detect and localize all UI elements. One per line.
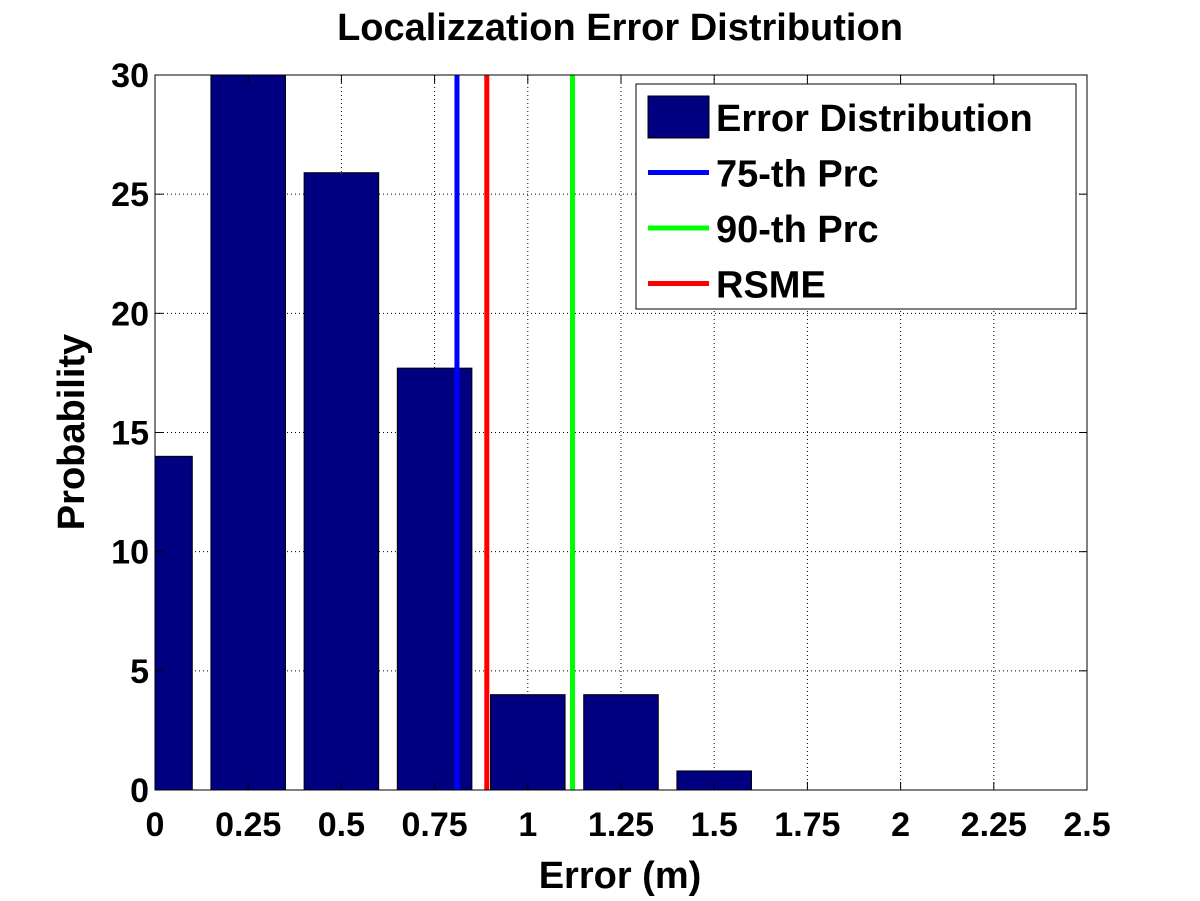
y-tick-label: 25 xyxy=(111,176,149,214)
legend-swatch xyxy=(647,95,710,139)
x-tick-label: 1 xyxy=(518,806,537,844)
legend-label: Error Distribution xyxy=(716,98,1033,140)
y-tick-label: 30 xyxy=(111,57,149,95)
bar xyxy=(303,172,380,791)
x-tick-label: 1.5 xyxy=(691,806,738,844)
bar xyxy=(490,694,566,791)
bar xyxy=(154,455,193,791)
chart-title: Localizzation Error Distribution xyxy=(337,7,903,49)
legend-label: RSME xyxy=(716,265,826,307)
x-tick-label: 2 xyxy=(891,806,910,844)
x-tick-label: 1.25 xyxy=(588,806,654,844)
x-tick-label: 2.25 xyxy=(961,806,1027,844)
x-axis-ticks: 0 0.25 0.5 0.75 1 1.25 1.5 1.75 2 2.25 2.5 xyxy=(146,75,1111,844)
y-tick-label: 15 xyxy=(111,415,149,453)
y-tick-label: 20 xyxy=(111,295,149,333)
x-tick-label: 0.25 xyxy=(215,806,281,844)
x-axis-label: Error (m) xyxy=(539,855,702,897)
legend-label: 75-th Prc xyxy=(716,154,879,196)
y-axis-ticks: 0 5 10 15 20 25 30 xyxy=(111,57,1087,810)
x-tick-label: 0.75 xyxy=(402,806,468,844)
x-tick-label: 2.5 xyxy=(1063,806,1110,844)
y-axis-label: Probability xyxy=(51,334,93,530)
bar xyxy=(583,694,659,791)
bar xyxy=(210,74,286,791)
reference-lines xyxy=(454,75,576,790)
bars xyxy=(154,74,752,791)
bar xyxy=(396,367,473,791)
x-tick-label: 1.75 xyxy=(774,806,840,844)
y-tick-label: 0 xyxy=(130,772,149,810)
x-tick-label: 0.5 xyxy=(318,806,365,844)
x-tick-label: 0 xyxy=(146,806,165,844)
legend-label: 90-th Prc xyxy=(716,209,879,251)
y-tick-label: 10 xyxy=(111,534,149,572)
legend: Error Distribution 75-th Prc 90-th Prc RSME xyxy=(635,83,1077,310)
y-tick-label: 5 xyxy=(130,653,149,691)
